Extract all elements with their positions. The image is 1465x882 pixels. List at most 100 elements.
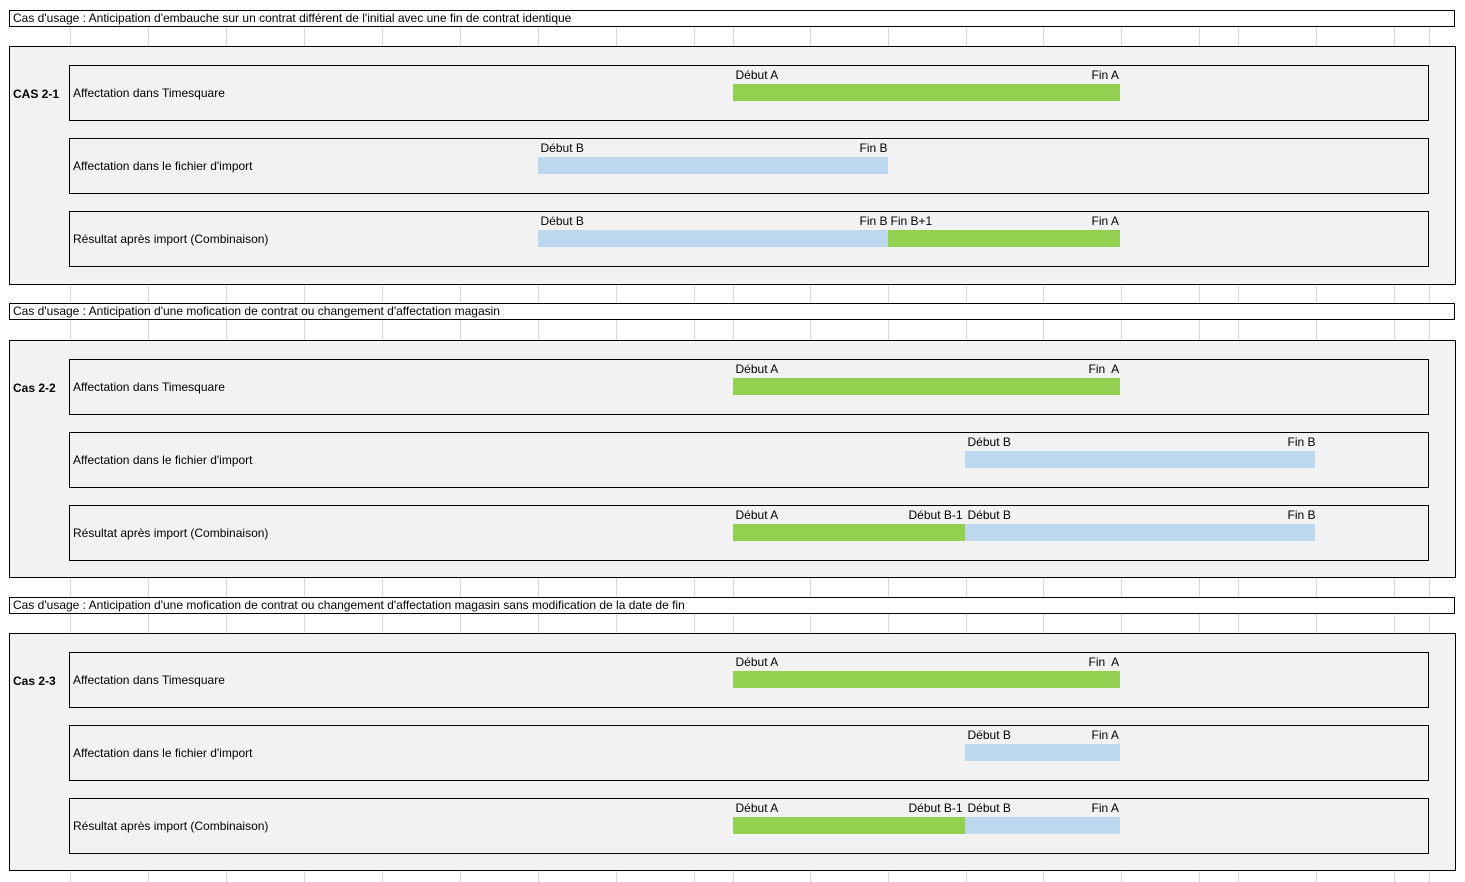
case-2-1-label: CAS 2-1 [13, 87, 60, 101]
gridline [148, 285, 149, 303]
gridline [1043, 285, 1044, 303]
gridline [304, 320, 305, 340]
row-label: Affectation dans Timesquare [73, 673, 225, 687]
gridline [148, 578, 149, 597]
gridline [538, 578, 539, 597]
gridline [1043, 578, 1044, 597]
gridline [70, 320, 71, 340]
gridline [733, 27, 734, 46]
timesquare-period-bar [732, 817, 965, 834]
gridline [810, 285, 811, 303]
gridline [733, 578, 734, 597]
gridline [1121, 578, 1122, 597]
row-label: Résultat après import (Combinaison) [73, 232, 269, 246]
row-label: Résultat après import (Combinaison) [73, 526, 269, 540]
gridline [1394, 614, 1395, 633]
case-2-2-label: Cas 2-2 [13, 381, 56, 395]
gridline [460, 320, 461, 340]
gridline [1429, 614, 1430, 633]
gridline [1316, 285, 1317, 303]
gridline [304, 614, 305, 633]
gridline [616, 614, 617, 633]
case-2-2-row-timesquare: Affectation dans Timesquare Début A Fin A [69, 359, 1429, 415]
section-3-title: Cas d'usage : Anticipation d'une moficat… [9, 597, 1455, 614]
gridline [1121, 320, 1122, 340]
gridline [1316, 871, 1317, 882]
gridline [1199, 614, 1200, 633]
date-marker-label: Fin A [1088, 655, 1120, 669]
gridline [694, 578, 695, 597]
case-2-1-row-import-file: Affectation dans le fichier d'import Déb… [69, 138, 1429, 194]
gridline [1394, 871, 1395, 882]
date-marker-label: Fin B [1287, 508, 1316, 522]
case-2-1-row-result: Résultat après import (Combinaison) Débu… [69, 211, 1429, 267]
timesquare-period-bar [732, 524, 965, 541]
date-marker-label: Début A [735, 508, 779, 522]
gridline [888, 614, 889, 633]
gridline [1429, 320, 1430, 340]
case-2-2-row-result: Résultat après import (Combinaison) Débu… [69, 505, 1429, 561]
gridline [70, 27, 71, 46]
date-marker-label: Début B [967, 728, 1011, 742]
row-label: Affectation dans le fichier d'import [73, 159, 253, 173]
date-marker-label: Début A [735, 655, 779, 669]
gridline [733, 614, 734, 633]
date-marker-label: Fin A [1088, 362, 1120, 376]
import-period-bar [537, 157, 888, 174]
gridline [1429, 871, 1430, 882]
date-marker-label: Fin A [1091, 214, 1119, 228]
gridline [810, 320, 811, 340]
gridline [694, 320, 695, 340]
import-period-bar [964, 817, 1120, 834]
gridline [1429, 285, 1430, 303]
gridline [733, 871, 734, 882]
gridline [810, 614, 811, 633]
gridline [1199, 285, 1200, 303]
gridline [460, 871, 461, 882]
gridline [538, 320, 539, 340]
gridline [304, 871, 305, 882]
gridline [810, 578, 811, 597]
row-label: Affectation dans Timesquare [73, 86, 225, 100]
gridline [226, 871, 227, 882]
gridline [304, 578, 305, 597]
date-marker-label: Fin B [859, 214, 888, 228]
gridline [694, 614, 695, 633]
gridline [616, 285, 617, 303]
timesquare-period-bar [732, 671, 1120, 688]
gridline [1394, 578, 1395, 597]
gridline [733, 320, 734, 340]
gridline [460, 27, 461, 46]
gridline [538, 871, 539, 882]
case-2-3-panel: Cas 2-3 Affectation dans Timesquare Débu… [9, 633, 1456, 871]
gridline [226, 27, 227, 46]
gridline [148, 871, 149, 882]
gridline [382, 27, 383, 46]
gridline [966, 27, 967, 46]
gridline [1238, 285, 1239, 303]
timesquare-period-bar [887, 230, 1120, 247]
date-marker-label: Fin B [859, 141, 888, 155]
date-marker-label: Début B [967, 435, 1011, 449]
gridline [304, 27, 305, 46]
gridline [1238, 578, 1239, 597]
gridline [538, 614, 539, 633]
gridline [304, 285, 305, 303]
gridline [70, 285, 71, 303]
date-marker-label: Début B [967, 508, 1011, 522]
date-marker-label: Fin A [1091, 801, 1119, 815]
gridline [460, 285, 461, 303]
gridline [1043, 871, 1044, 882]
gridline [888, 578, 889, 597]
date-marker-label: Fin B [1287, 435, 1316, 449]
gridline [382, 614, 383, 633]
gridline [1394, 285, 1395, 303]
gridline [694, 27, 695, 46]
section-2-title: Cas d'usage : Anticipation d'une moficat… [9, 303, 1455, 320]
gridline [1121, 871, 1122, 882]
gridline [148, 27, 149, 46]
date-marker-label: Début B [540, 214, 584, 228]
gridline [382, 578, 383, 597]
gridline [148, 614, 149, 633]
case-2-2-panel: Cas 2-2 Affectation dans Timesquare Débu… [9, 340, 1456, 578]
